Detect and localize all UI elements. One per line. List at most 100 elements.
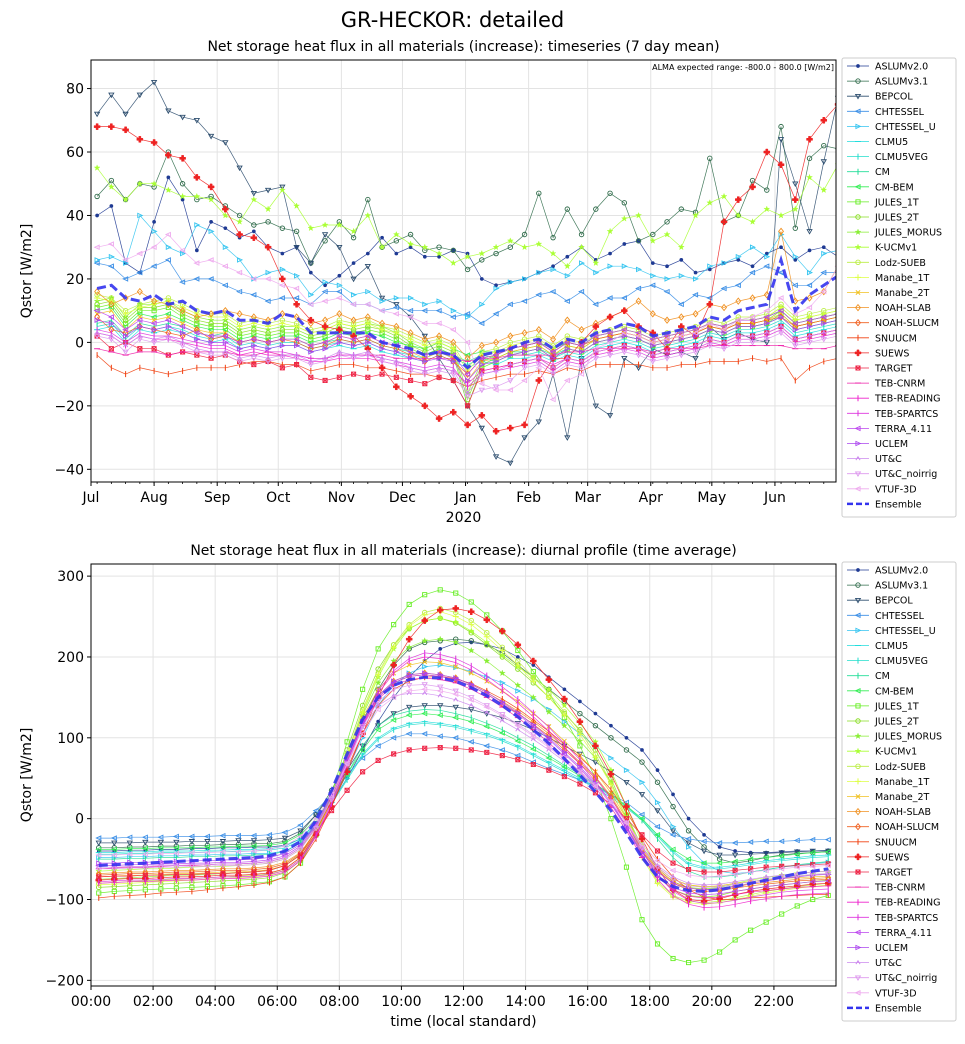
data-point: [279, 275, 286, 283]
data-point: [266, 837, 273, 843]
data-point: [219, 863, 227, 869]
data-point: [408, 245, 413, 250]
x-tick-label: Aug: [140, 490, 167, 506]
data-point: [436, 298, 443, 304]
data-point: [577, 764, 584, 770]
series-line-jules-1t: [98, 589, 829, 963]
data-point: [93, 244, 100, 251]
legend-item-snuucm: SNUUCM: [847, 837, 917, 848]
data-point: [549, 396, 556, 403]
data-point: [222, 332, 229, 340]
data-point: [577, 781, 583, 787]
data-point: [607, 336, 614, 343]
data-point: [791, 205, 799, 213]
data-point: [731, 852, 739, 859]
series-chtessel: [95, 730, 831, 846]
data-point: [165, 336, 172, 343]
data-point: [307, 319, 314, 328]
data-point: [180, 314, 186, 320]
data-point: [222, 244, 229, 251]
data-point: [108, 253, 115, 260]
data-point: [806, 229, 813, 235]
data-point: [747, 839, 754, 845]
legend-item-jules-2t: JULES_2T: [847, 213, 919, 224]
data-point: [636, 346, 642, 351]
data-point: [265, 219, 271, 225]
legend-label: CM-BEM: [875, 182, 914, 193]
data-point: [638, 841, 645, 848]
data-point: [293, 301, 300, 308]
data-point: [379, 371, 385, 377]
data-point: [530, 668, 536, 675]
data-point: [391, 622, 397, 628]
data-point: [421, 357, 428, 366]
legend-item-suews: SUEWS: [847, 852, 909, 863]
data-point: [96, 874, 102, 880]
data-point: [405, 730, 412, 737]
data-point: [593, 711, 598, 716]
data-point: [820, 269, 827, 276]
figure-title: GR-HECKOR: detailed: [340, 8, 565, 32]
legend-label: JULES_2T: [874, 717, 919, 728]
data-point: [173, 858, 180, 865]
data-point: [150, 139, 158, 146]
data-point: [609, 723, 613, 728]
legend-item-vtuf-3d: VTUF-3D: [847, 484, 917, 495]
data-point: [328, 797, 335, 803]
data-point: [188, 866, 195, 875]
data-point: [293, 285, 300, 292]
legend-item-target: TARGET: [847, 868, 913, 879]
data-point: [122, 111, 129, 118]
data-point: [222, 314, 229, 321]
data-point: [393, 322, 400, 331]
legend-label: CM-BEM: [875, 686, 914, 697]
data-point: [365, 196, 371, 203]
legend-item-jules-1t: JULES_1T: [847, 701, 919, 712]
data-point: [164, 231, 171, 238]
y-tick-label: −100: [46, 892, 84, 908]
data-point: [123, 342, 129, 348]
data-point: [308, 336, 314, 342]
series-ensemble: [98, 675, 829, 893]
data-point: [126, 840, 133, 847]
data-point: [392, 311, 399, 317]
data-point: [479, 301, 486, 308]
data-point: [498, 747, 505, 753]
data-point: [157, 834, 164, 841]
data-point: [278, 295, 285, 301]
legend-label: UT&C_noirrig: [875, 973, 937, 984]
data-point: [835, 314, 836, 320]
data-point: [649, 237, 657, 244]
legend-marker: [855, 959, 861, 965]
data-point: [94, 330, 100, 335]
data-point: [606, 413, 614, 419]
data-point: [322, 355, 328, 361]
data-point: [700, 838, 707, 845]
data-point: [390, 717, 397, 723]
panel-1-annotation: ALMA expected range: -800.0 - 800.0 [W/m…: [652, 63, 834, 72]
data-point: [793, 851, 800, 858]
data-point: [654, 864, 661, 871]
series-aslumv3-1: [94, 123, 836, 273]
legend-label: CLMU5: [875, 137, 908, 148]
x-tick-label: 18:00: [630, 994, 670, 1010]
data-point: [635, 285, 642, 292]
data-point: [219, 839, 227, 845]
data-point: [336, 326, 343, 333]
data-point: [422, 592, 428, 598]
data-point: [222, 205, 229, 213]
data-point: [172, 844, 179, 851]
data-point: [763, 919, 769, 925]
data-point: [638, 815, 645, 822]
data-point: [492, 311, 499, 317]
data-point: [336, 339, 343, 346]
data-point: [421, 243, 429, 251]
data-point: [578, 243, 585, 251]
data-point: [222, 352, 229, 359]
data-point: [820, 117, 828, 124]
data-point: [493, 368, 499, 373]
legend-label: ASLUMv2.0: [875, 566, 928, 577]
data-point: [220, 861, 226, 866]
data-point: [821, 250, 828, 257]
data-point: [350, 336, 357, 343]
